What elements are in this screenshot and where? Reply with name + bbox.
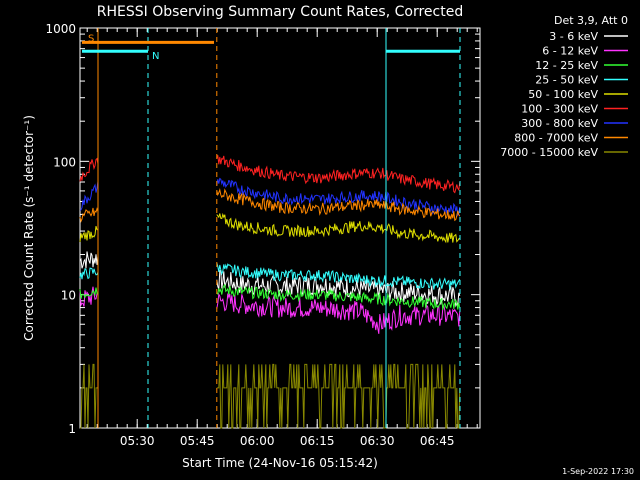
annotation-label: S xyxy=(88,33,94,44)
x-tick-label: 05:30 xyxy=(120,434,155,448)
series-line xyxy=(79,286,99,307)
legend-label: 300 - 800 keV xyxy=(521,117,598,130)
y-tick-label: 1 xyxy=(68,422,76,436)
x-tick-label: 06:30 xyxy=(360,434,395,448)
y-axis-label: Corrected Count Rate (s⁻¹ detector⁻¹) xyxy=(22,115,36,341)
series-line xyxy=(216,155,461,194)
series-line xyxy=(79,225,99,243)
chart-title: RHESSI Observing Summary Count Rates, Co… xyxy=(97,4,463,20)
y-tick-label: 10 xyxy=(61,289,76,303)
series-line xyxy=(216,177,461,217)
timestamp-footer: 1-Sep-2022 17:30 xyxy=(562,467,634,476)
x-tick-label: 06:00 xyxy=(240,434,275,448)
y-tick-label: 100 xyxy=(53,155,76,169)
x-tick-label: 06:15 xyxy=(300,434,335,448)
legend-header: Det 3,9, Att 0 xyxy=(554,14,628,27)
legend-label: 100 - 300 keV xyxy=(521,103,598,116)
y-tick-label: 1000 xyxy=(45,22,76,36)
legend-label: 25 - 50 keV xyxy=(535,74,598,87)
series-line xyxy=(79,251,99,269)
legend-label: 6 - 12 keV xyxy=(542,45,598,58)
legend-label: 7000 - 15000 keV xyxy=(500,146,598,159)
series-line xyxy=(216,283,461,310)
series-line xyxy=(79,267,99,280)
plot-area: 1 10 100 1000 05:30 05:45 06:00 06:15 06:30 06:45… xyxy=(45,22,481,448)
series-line xyxy=(216,212,461,244)
annotation-label: N xyxy=(152,51,159,62)
legend-label: 800 - 7000 keV xyxy=(514,132,598,145)
x-tick-label: 05:45 xyxy=(180,434,215,448)
series-line xyxy=(216,363,461,429)
series-line xyxy=(79,207,99,223)
series-line xyxy=(79,157,99,182)
series-line xyxy=(216,292,461,334)
legend-label: 50 - 100 keV xyxy=(528,88,598,101)
series-line xyxy=(79,287,99,299)
plot-frame xyxy=(79,27,481,429)
legend-label: 12 - 25 keV xyxy=(535,59,598,72)
series-line xyxy=(80,363,98,429)
x-axis-label: Start Time (24-Nov-16 05:15:42) xyxy=(182,456,378,470)
series-line xyxy=(79,181,99,211)
series-line xyxy=(216,262,461,290)
series-line xyxy=(216,188,461,222)
legend-label: 3 - 6 keV xyxy=(549,30,598,43)
x-tick-label: 06:45 xyxy=(420,434,455,448)
